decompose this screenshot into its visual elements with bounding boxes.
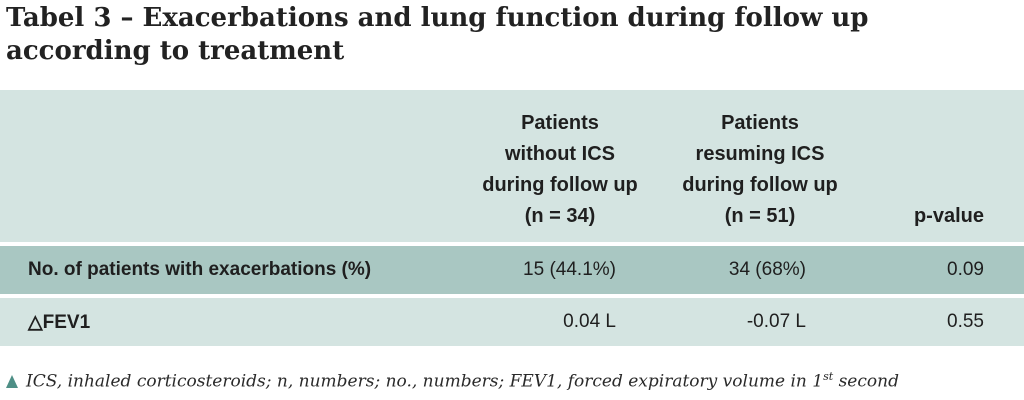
row-separator (0, 242, 1024, 246)
cell-without-ics: 0.04 L (563, 311, 616, 332)
row-label: △FEV1 (28, 311, 91, 333)
cell-resuming-ics: 34 (68%) (728, 259, 806, 280)
data-table: Patients without ICS during follow up (n… (0, 90, 1024, 346)
cell-p-value: 0.09 (947, 259, 984, 280)
header-cell-without-ics: Patients without ICS during follow up (n… (482, 112, 638, 227)
row-label: No. of patients with exacerbations (%) (28, 259, 372, 280)
row-separator (0, 294, 1024, 298)
table-row-fev1: △FEV1 0.04 L -0.07 L 0.55 (0, 298, 1024, 346)
header-cell-resuming-ics: Patients resuming ICS during follow up (… (682, 112, 838, 227)
cell-resuming-ics: -0.07 L (746, 311, 806, 332)
table-row-exacerbations: No. of patients with exacerbations (%) 1… (0, 246, 1024, 294)
triangle-marker-icon (6, 374, 18, 388)
cell-without-ics: 15 (44.1%) (523, 259, 616, 280)
table-title: Tabel 3 – Exacerbations and lung functio… (6, 3, 869, 66)
footnote-suffix: second (833, 371, 899, 392)
table-header-row: Patients without ICS during follow up (n… (0, 90, 1024, 242)
cell-p-value: 0.55 (947, 311, 984, 332)
table-footnote: ICS, inhaled corticosteroids; n, numbers… (6, 366, 899, 393)
footnote-text: ICS, inhaled corticosteroids; n, numbers… (26, 371, 824, 392)
footnote-superscript: st (823, 370, 834, 383)
header-cell-p-value: p-value (913, 205, 984, 227)
